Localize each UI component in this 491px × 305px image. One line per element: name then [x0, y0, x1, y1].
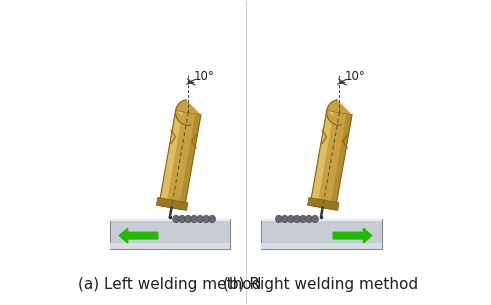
- Text: 10°: 10°: [345, 70, 366, 83]
- Polygon shape: [157, 198, 188, 210]
- FancyArrow shape: [333, 228, 372, 243]
- FancyArrow shape: [119, 228, 158, 243]
- Polygon shape: [310, 110, 334, 207]
- Polygon shape: [179, 114, 201, 210]
- Ellipse shape: [294, 215, 300, 223]
- Polygon shape: [175, 100, 201, 125]
- Polygon shape: [109, 219, 230, 221]
- Text: (a) Left welding method: (a) Left welding method: [78, 277, 262, 292]
- Ellipse shape: [197, 215, 203, 223]
- Polygon shape: [159, 110, 201, 210]
- FancyBboxPatch shape: [109, 219, 230, 249]
- Ellipse shape: [281, 215, 288, 223]
- Ellipse shape: [300, 215, 306, 223]
- FancyBboxPatch shape: [261, 219, 382, 249]
- Polygon shape: [159, 110, 183, 207]
- Text: (b) Right welding method: (b) Right welding method: [223, 277, 419, 292]
- Ellipse shape: [312, 215, 318, 223]
- Ellipse shape: [275, 215, 282, 223]
- Ellipse shape: [305, 215, 312, 223]
- Polygon shape: [310, 110, 352, 210]
- Ellipse shape: [179, 215, 186, 223]
- Text: 10°: 10°: [194, 70, 215, 83]
- Ellipse shape: [185, 215, 191, 223]
- Polygon shape: [327, 100, 352, 125]
- Ellipse shape: [288, 215, 294, 223]
- Polygon shape: [109, 242, 230, 249]
- Ellipse shape: [203, 215, 210, 223]
- Ellipse shape: [191, 215, 197, 223]
- Polygon shape: [330, 114, 352, 210]
- Polygon shape: [261, 219, 382, 221]
- Polygon shape: [261, 242, 382, 249]
- Ellipse shape: [209, 215, 216, 223]
- Ellipse shape: [173, 215, 179, 223]
- Polygon shape: [307, 198, 339, 210]
